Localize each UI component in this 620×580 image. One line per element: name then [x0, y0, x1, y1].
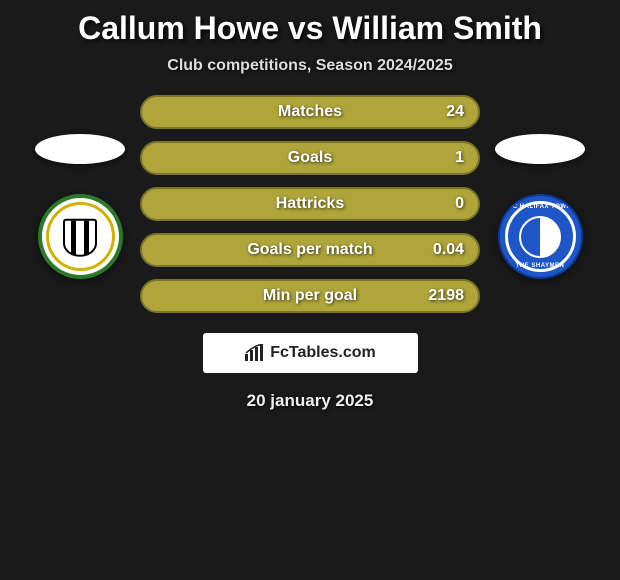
right-club-crest: FC HALIFAX TOWN THE SHAYMEN [498, 194, 583, 279]
stat-value-right: 1 [455, 149, 464, 167]
page-title: Callum Howe vs William Smith [78, 10, 542, 47]
crest-shield [63, 218, 97, 256]
stat-row-matches: Matches 24 [140, 95, 480, 129]
bar-chart-icon [244, 344, 266, 362]
stat-label: Hattricks [276, 195, 344, 213]
stat-label: Goals per match [247, 241, 372, 259]
right-player-column: FC HALIFAX TOWN THE SHAYMEN [490, 129, 590, 279]
left-player-column [30, 129, 130, 279]
stat-label: Matches [278, 103, 342, 121]
stat-value-right: 0 [455, 195, 464, 213]
stat-label: Min per goal [263, 287, 357, 305]
main-row: Matches 24 Goals 1 Hattricks 0 Goals per… [0, 95, 620, 313]
stat-row-hattricks: Hattricks 0 [140, 187, 480, 221]
stat-value-right: 2198 [428, 287, 464, 305]
subtitle: Club competitions, Season 2024/2025 [167, 57, 452, 75]
stat-value-right: 0.04 [433, 241, 464, 259]
stats-column: Matches 24 Goals 1 Hattricks 0 Goals per… [140, 95, 480, 313]
crest-inner-disc [519, 216, 561, 258]
brand-text: FcTables.com [270, 344, 376, 362]
stat-row-goals-per-match: Goals per match 0.04 [140, 233, 480, 267]
stat-row-min-per-goal: Min per goal 2198 [140, 279, 480, 313]
right-player-photo [495, 134, 585, 164]
infographic-root: Callum Howe vs William Smith Club compet… [0, 0, 620, 411]
crest-stripes [65, 220, 95, 254]
left-club-crest [38, 194, 123, 279]
date: 20 january 2025 [247, 391, 374, 411]
crest-top-text: FC HALIFAX TOWN [500, 204, 581, 210]
stat-label: Goals [288, 149, 332, 167]
brand-box: FcTables.com [203, 333, 418, 373]
stat-value-right: 24 [446, 103, 464, 121]
left-player-photo [35, 134, 125, 164]
crest-bottom-text: THE SHAYMEN [500, 263, 581, 269]
stat-row-goals: Goals 1 [140, 141, 480, 175]
